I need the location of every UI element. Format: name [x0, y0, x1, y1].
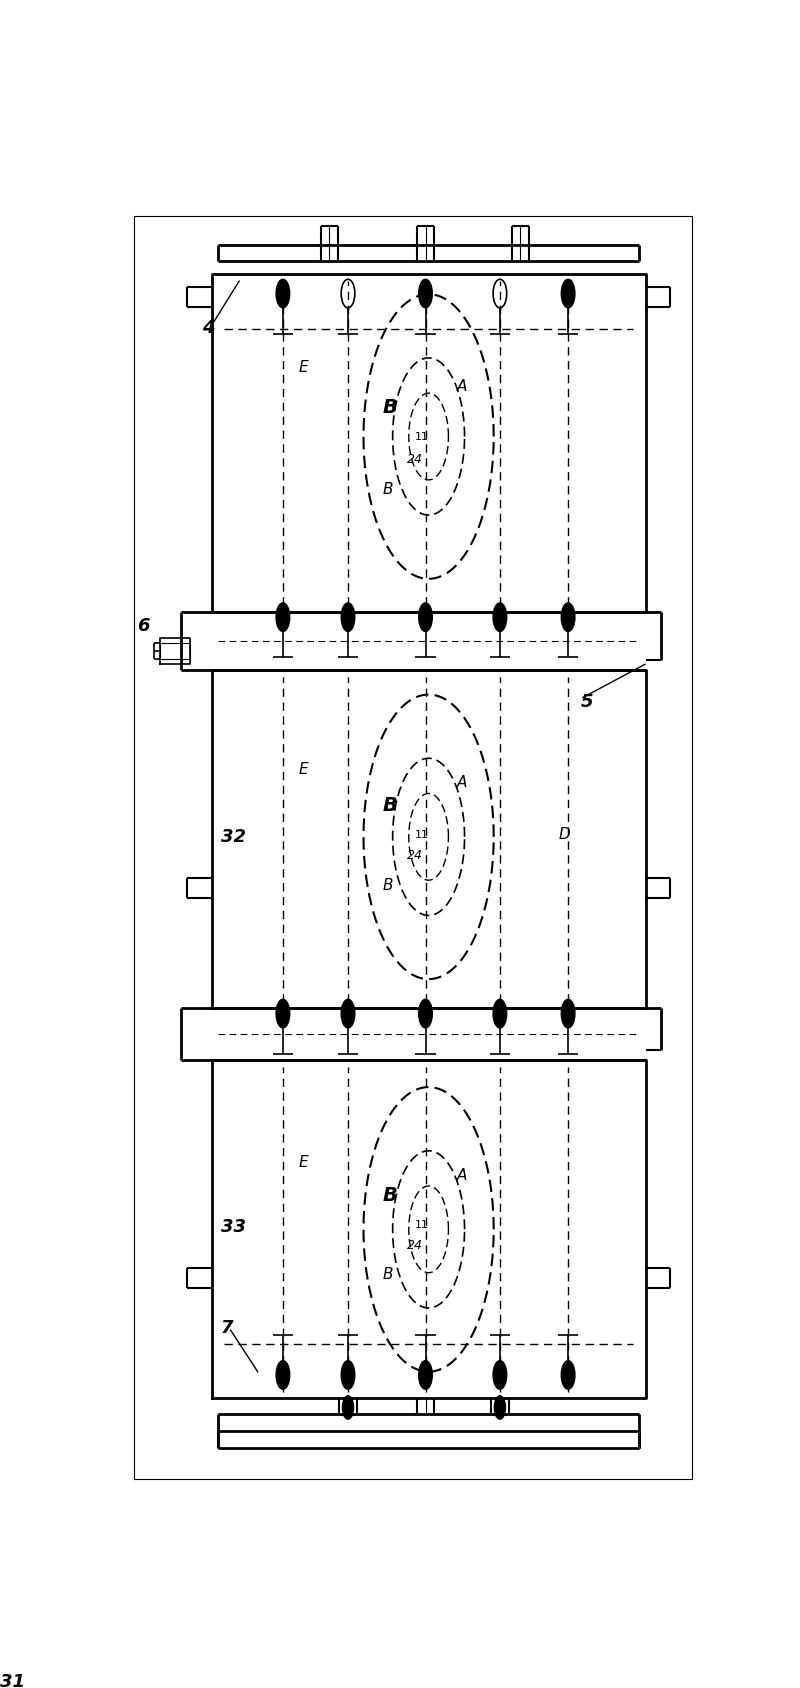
- Text: B: B: [382, 1185, 397, 1205]
- Text: E: E: [298, 763, 308, 778]
- Text: 4: 4: [202, 319, 214, 336]
- Circle shape: [276, 603, 290, 631]
- Circle shape: [493, 1361, 506, 1389]
- Circle shape: [341, 603, 355, 631]
- Circle shape: [418, 999, 432, 1028]
- Text: 32: 32: [221, 829, 246, 846]
- Text: 11: 11: [415, 830, 429, 841]
- Text: A: A: [457, 775, 467, 790]
- Circle shape: [342, 1396, 354, 1420]
- Circle shape: [562, 999, 575, 1028]
- Text: 24: 24: [407, 452, 423, 466]
- Text: B: B: [382, 481, 393, 496]
- Text: 5: 5: [581, 692, 593, 711]
- Text: 24: 24: [407, 1239, 423, 1252]
- Text: 6: 6: [138, 618, 150, 635]
- Circle shape: [562, 603, 575, 631]
- Circle shape: [276, 279, 290, 307]
- Text: 31: 31: [0, 1673, 25, 1688]
- Text: 33: 33: [221, 1219, 246, 1236]
- Text: A: A: [457, 380, 467, 393]
- Circle shape: [418, 603, 432, 631]
- Circle shape: [418, 279, 432, 307]
- Text: 24: 24: [407, 849, 423, 863]
- Text: E: E: [298, 360, 308, 375]
- Circle shape: [493, 999, 506, 1028]
- Circle shape: [341, 999, 355, 1028]
- Text: D: D: [558, 827, 570, 842]
- Circle shape: [493, 603, 506, 631]
- Text: B: B: [382, 398, 397, 417]
- Text: A: A: [457, 1168, 467, 1183]
- Circle shape: [562, 1361, 575, 1389]
- Text: B: B: [382, 795, 397, 815]
- Circle shape: [494, 1396, 506, 1420]
- Text: 7: 7: [221, 1320, 234, 1337]
- Text: 11: 11: [415, 1220, 429, 1231]
- Text: 11: 11: [415, 432, 429, 442]
- Circle shape: [276, 1361, 290, 1389]
- Text: E: E: [298, 1155, 308, 1170]
- Text: B: B: [382, 1266, 393, 1281]
- Circle shape: [341, 1361, 355, 1389]
- Circle shape: [562, 279, 575, 307]
- Circle shape: [276, 999, 290, 1028]
- Text: B: B: [382, 878, 393, 893]
- Circle shape: [418, 1361, 432, 1389]
